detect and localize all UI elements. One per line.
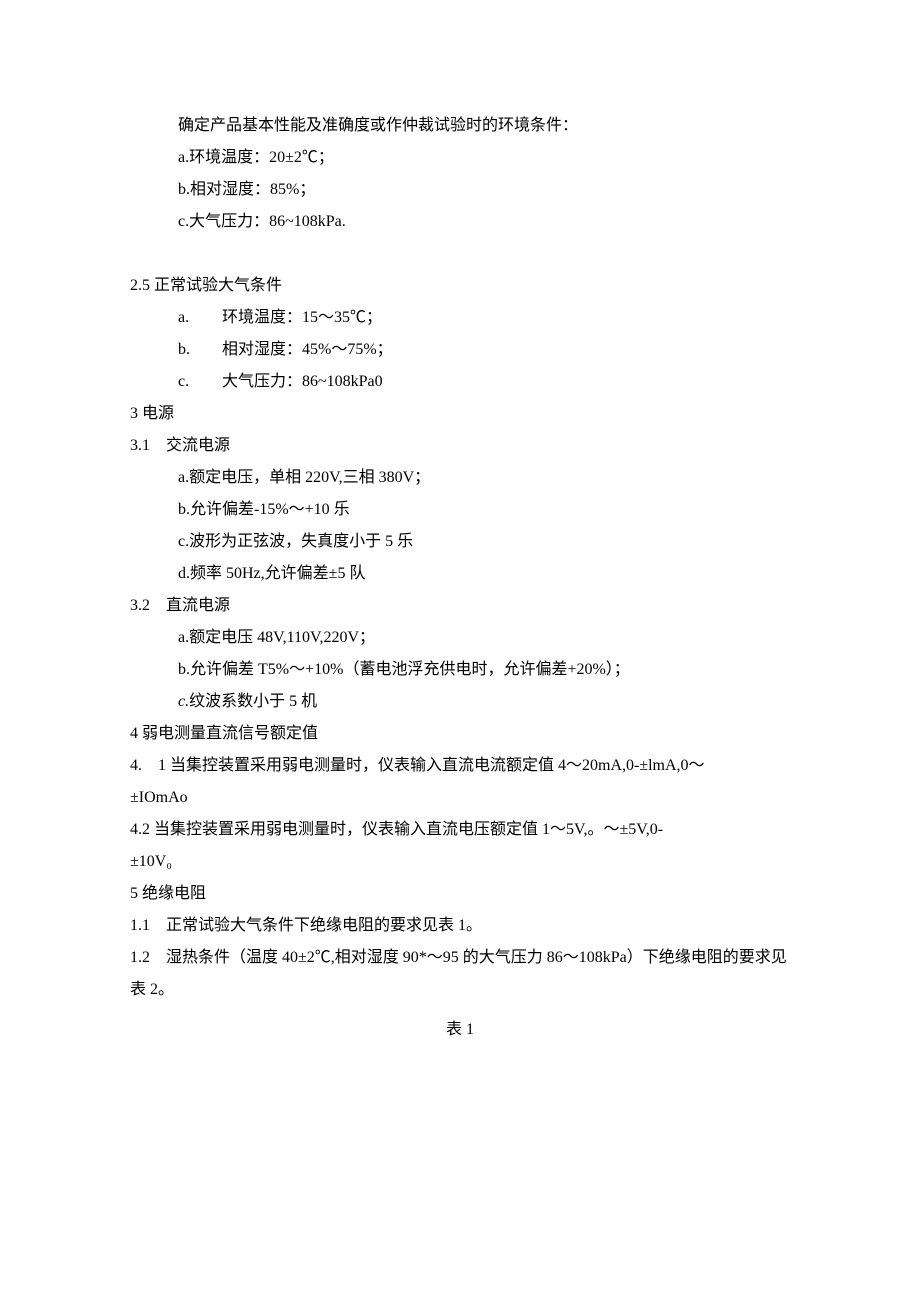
- intro-line: 确定产品基本性能及准确度或作仲裁试验时的环境条件：: [178, 110, 790, 142]
- intro-item-a: a.环境温度：20±2℃；: [178, 142, 790, 174]
- table-1-label: 表 1: [130, 1014, 790, 1046]
- list-text: 环境温度：15～35℃；: [222, 302, 382, 334]
- sec5-item-12: 1.2 湿热条件（温度 40±2℃,相对湿度 90*～95 的大气压力 86～1…: [130, 942, 790, 1006]
- sec31-item-a: a.额定电压，单相 220V,三相 380V；: [178, 462, 790, 494]
- sec25-item-c: c. 大气压力：86~108kPa0: [178, 366, 790, 398]
- list-marker: a.: [178, 302, 222, 334]
- sec32-item-c: c.纹波系数小于 5 机: [178, 686, 790, 718]
- intro-item-c: c.大气压力：86~108kPa.: [178, 206, 790, 238]
- section-32-heading: 3.2 直流电源: [130, 590, 790, 622]
- section-5-heading: 5 绝缘电阻: [130, 878, 790, 910]
- sec5-item-11: 1.1 正常试验大气条件下绝缘电阻的要求见表 1。: [130, 910, 790, 942]
- section-25-heading: 2.5 正常试验大气条件: [130, 270, 790, 302]
- sec32-item-c-text: 纹波系数小于 5 机: [189, 693, 317, 710]
- intro-item-b: b.相对湿度：85%；: [178, 174, 790, 206]
- sec32-item-a: a.额定电压 48V,110V,220V；: [178, 622, 790, 654]
- sec4-para42b: ±10V₀: [130, 846, 790, 878]
- sec31-item-c: c.波形为正弦波，失真度小于 5 乐: [178, 526, 790, 558]
- sec4-para41a: 4. 1 当集控装置采用弱电测量时，仪表输入直流电流额定值 4～20mA,0-±…: [130, 750, 790, 782]
- sec25-item-a: a. 环境温度：15～35℃；: [178, 302, 790, 334]
- list-marker: b.: [178, 334, 222, 366]
- list-text: 大气压力：86~108kPa0: [222, 366, 383, 398]
- list-marker: c.: [178, 366, 222, 398]
- section-31-heading: 3.1 交流电源: [130, 430, 790, 462]
- sec32-item-b: b.允许偏差 T5%～+10%（蓄电池浮充供电时，允许偏差+20%）；: [178, 654, 790, 686]
- italic-marker: c.: [178, 693, 189, 710]
- sec4-para41b: ±IOmAo: [130, 782, 790, 814]
- list-text: 相对湿度：45%～75%；: [222, 334, 393, 366]
- blank-line: [130, 238, 790, 270]
- sec31-item-d: d.频率 50Hz,允许偏差±5 队: [178, 558, 790, 590]
- section-4-heading: 4 弱电测量直流信号额定值: [130, 718, 790, 750]
- sec4-para42a: 4.2 当集控装置采用弱电测量时，仪表输入直流电压额定值 1～5V,。～±5V,…: [130, 814, 790, 846]
- sec31-item-b: b.允许偏差-15%～+10 乐: [178, 494, 790, 526]
- sec25-item-b: b. 相对湿度：45%～75%；: [178, 334, 790, 366]
- section-3-heading: 3 电源: [130, 398, 790, 430]
